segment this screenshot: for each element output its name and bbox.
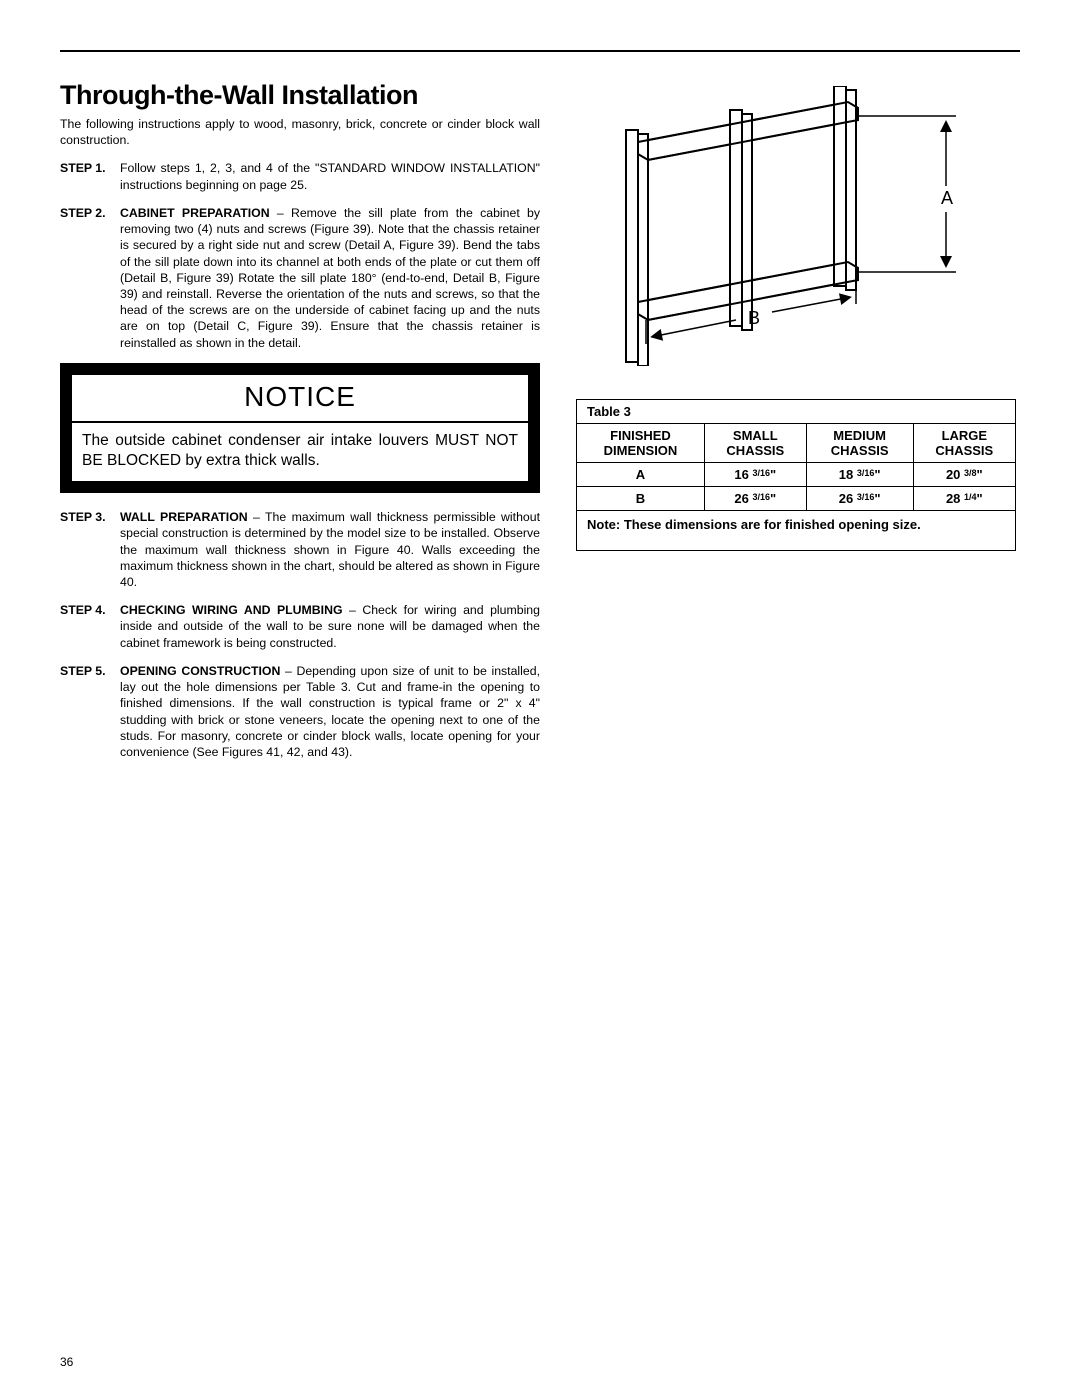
step-label: STEP 5. <box>60 663 120 760</box>
two-column-layout: Through-the-Wall Installation The follow… <box>60 80 1020 772</box>
step-body: CABINET PREPARATION – Remove the sill pl… <box>120 205 540 351</box>
dimensions-table: Table 3 FINISHED DIMENSION SMALL CHASSIS… <box>576 399 1016 551</box>
table-header: MEDIUM CHASSIS <box>806 424 913 463</box>
table-cell: B <box>577 487 705 511</box>
diagram-label-b: B <box>748 308 760 328</box>
table-header: SMALL CHASSIS <box>704 424 806 463</box>
notice-box: NOTICE The outside cabinet condenser air… <box>60 363 540 493</box>
table-cell: 26 3/16" <box>704 487 806 511</box>
table-cell: 18 3/16" <box>806 463 913 487</box>
intro-text: The following instructions apply to wood… <box>60 117 540 148</box>
page-number: 36 <box>60 1355 73 1369</box>
notice-body: The outside cabinet condenser air intake… <box>72 423 528 481</box>
step-2: STEP 2. CABINET PREPARATION – Remove the… <box>60 205 540 351</box>
table-title-row: Table 3 <box>577 400 1016 424</box>
left-column: Through-the-Wall Installation The follow… <box>60 80 540 772</box>
table-header: LARGE CHASSIS <box>913 424 1015 463</box>
step-label: STEP 2. <box>60 205 120 351</box>
step-label: STEP 1. <box>60 160 120 192</box>
step-1: STEP 1. Follow steps 1, 2, 3, and 4 of t… <box>60 160 540 192</box>
table-cell: 20 3/8" <box>913 463 1015 487</box>
step-body: Follow steps 1, 2, 3, and 4 of the "STAN… <box>120 160 540 192</box>
page-title: Through-the-Wall Installation <box>60 80 540 111</box>
step-body: OPENING CONSTRUCTION – Depending upon si… <box>120 663 540 760</box>
notice-title: NOTICE <box>72 375 528 423</box>
wall-frame-svg: A B <box>596 86 996 366</box>
step-label: STEP 4. <box>60 602 120 651</box>
table-title: Table 3 <box>577 400 1016 424</box>
table-header: FINISHED DIMENSION <box>577 424 705 463</box>
step-text: Follow steps 1, 2, 3, and 4 of the "STAN… <box>120 161 540 191</box>
wall-frame-diagram: A B <box>576 86 1016 371</box>
step-lead: OPENING CONSTRUCTION <box>120 664 280 678</box>
step-body: WALL PREPARATION – The maximum wall thic… <box>120 509 540 590</box>
table-cell: 26 3/16" <box>806 487 913 511</box>
table-note: Note: These dimensions are for finished … <box>577 511 1016 551</box>
table-cell: 16 3/16" <box>704 463 806 487</box>
table-cell: 28 1/4" <box>913 487 1015 511</box>
step-label: STEP 3. <box>60 509 120 590</box>
step-body: CHECKING WIRING AND PLUMBING – Check for… <box>120 602 540 651</box>
top-rule <box>60 50 1020 52</box>
table-row: B 26 3/16" 26 3/16" 28 1/4" <box>577 487 1016 511</box>
diagram-label-a: A <box>941 188 953 208</box>
table-header-row: FINISHED DIMENSION SMALL CHASSIS MEDIUM … <box>577 424 1016 463</box>
step-lead: CABINET PREPARATION <box>120 206 270 220</box>
step-3: STEP 3. WALL PREPARATION – The maximum w… <box>60 509 540 590</box>
table-cell: A <box>577 463 705 487</box>
step-5: STEP 5. OPENING CONSTRUCTION – Depending… <box>60 663 540 760</box>
step-lead: CHECKING WIRING AND PLUMBING <box>120 603 343 617</box>
step-text: – Depending upon size of unit to be inst… <box>120 664 540 759</box>
step-4: STEP 4. CHECKING WIRING AND PLUMBING – C… <box>60 602 540 651</box>
table-note-row: Note: These dimensions are for finished … <box>577 511 1016 551</box>
right-column: A B Table 3 FINISHED DIMENSION SMALL CHA… <box>576 80 1016 772</box>
step-text: – Remove the sill plate from the cabinet… <box>120 206 540 350</box>
table-row: A 16 3/16" 18 3/16" 20 3/8" <box>577 463 1016 487</box>
step-lead: WALL PREPARATION <box>120 510 248 524</box>
